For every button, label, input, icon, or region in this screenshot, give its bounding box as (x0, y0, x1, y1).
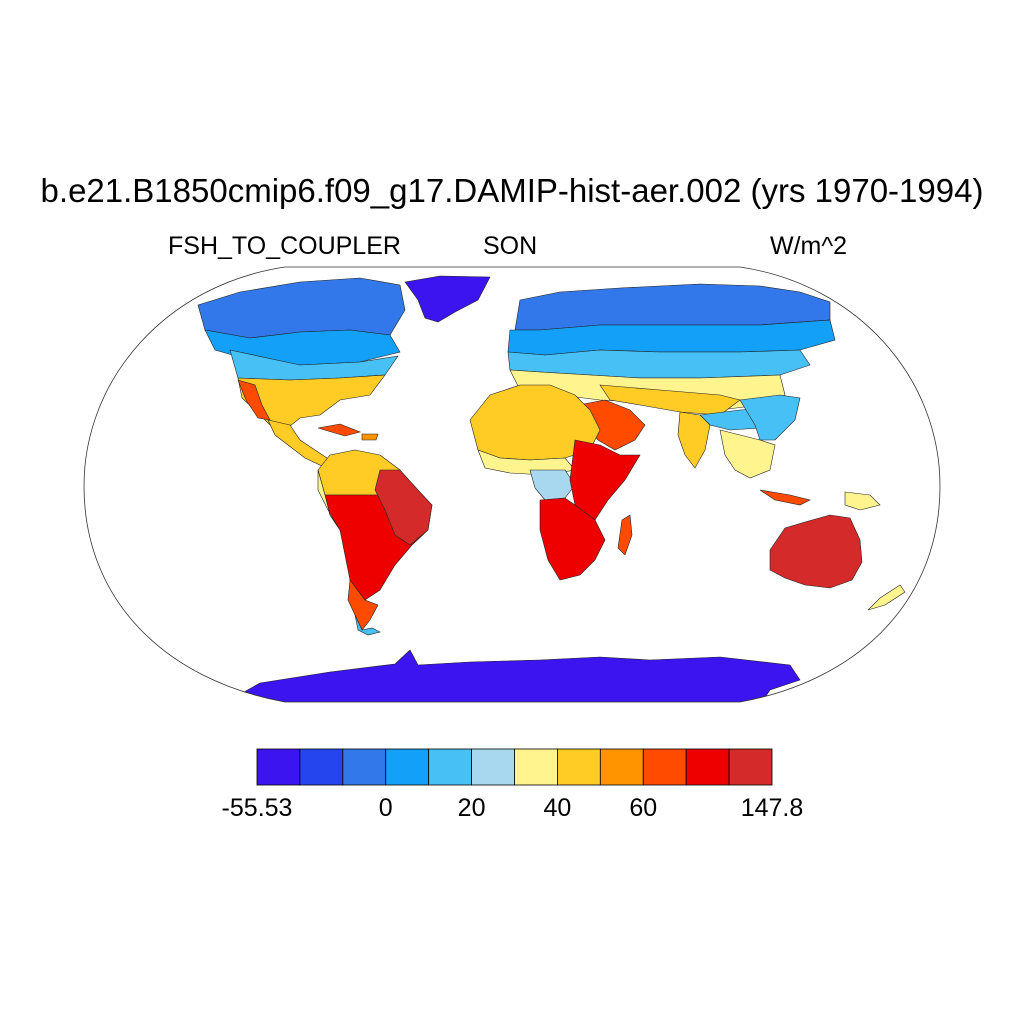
land-field (197, 275, 906, 702)
greenland (404, 275, 491, 323)
new-guinea (844, 491, 881, 511)
cuba (317, 423, 361, 437)
colorbar-swatch (256, 748, 301, 786)
patagonia (354, 614, 381, 636)
southern-africa (539, 497, 606, 581)
caribbean-islands (361, 433, 379, 441)
india (677, 411, 711, 469)
variable-name: FSH_TO_COUPLER (168, 232, 401, 260)
central-africa (529, 469, 576, 501)
new-zealand (867, 584, 906, 611)
plot-title: b.e21.B1850cmip6.f09_g17.DAMIP-hist-aer.… (40, 172, 984, 209)
colorbar-swatch (642, 748, 687, 786)
china-east (739, 394, 801, 441)
colorbar-tick-label: 147.8 (740, 794, 804, 822)
colorbar-tick-label: 40 (543, 794, 572, 822)
season-label: SON (483, 232, 538, 260)
madagascar (617, 514, 633, 556)
colorbar-swatch (342, 748, 387, 786)
colorbar-swatch (299, 748, 344, 786)
colorbar (256, 748, 773, 786)
south-america-west (317, 469, 341, 531)
globe-outline (83, 266, 941, 703)
colorbar-tick-label: 60 (629, 794, 658, 822)
units-label: W/m^2 (770, 232, 848, 260)
antarctica (229, 649, 801, 702)
colorbar-swatch (685, 748, 730, 786)
north-america-west-hot (237, 379, 271, 421)
mexico (267, 419, 331, 467)
east-africa (569, 439, 641, 521)
colorbar-swatch (514, 748, 558, 786)
southeast-asia (719, 429, 776, 479)
colorbar-swatch (385, 748, 430, 786)
colorbar-swatch (599, 748, 644, 786)
colorbar-tick-label: -55.53 (221, 794, 293, 822)
colorbar-swatch (471, 748, 515, 786)
colorbar-tick-label: 0 (378, 794, 393, 822)
colorbar-swatch (428, 748, 472, 786)
colorbar-tick-label: 20 (457, 794, 486, 822)
colorbar-swatch (557, 748, 601, 786)
north-america-arctic (197, 277, 406, 339)
australia (769, 514, 863, 589)
south-america-brazil (374, 469, 433, 546)
south-america-south (347, 579, 379, 631)
indonesia (759, 489, 811, 506)
colorbar-swatch (728, 748, 773, 786)
